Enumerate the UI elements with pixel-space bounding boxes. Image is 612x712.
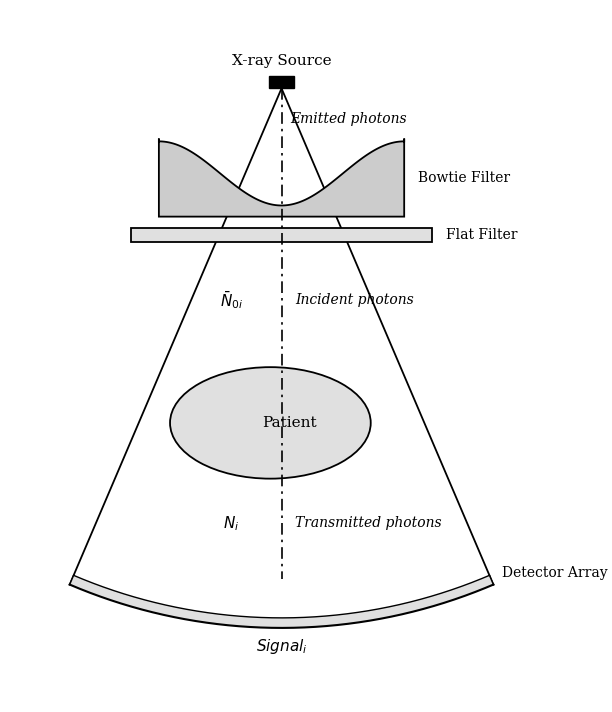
Text: Emitted photons: Emitted photons: [290, 112, 406, 126]
Text: Incident photons: Incident photons: [296, 293, 414, 308]
Text: Transmitted photons: Transmitted photons: [296, 516, 442, 530]
Text: Patient: Patient: [263, 416, 317, 430]
Bar: [131, 228, 432, 241]
Text: $\bar{N}_{0i}$: $\bar{N}_{0i}$: [220, 289, 243, 311]
Polygon shape: [159, 139, 404, 216]
Text: Detector Array: Detector Array: [502, 567, 607, 580]
Bar: [269, 76, 294, 88]
Text: $N_i$: $N_i$: [223, 514, 239, 533]
Polygon shape: [70, 575, 493, 628]
Ellipse shape: [170, 367, 371, 478]
Text: Bowtie Filter: Bowtie Filter: [418, 171, 510, 184]
Text: $Signal_i$: $Signal_i$: [256, 637, 307, 656]
Text: Flat Filter: Flat Filter: [446, 228, 518, 242]
Text: X-ray Source: X-ray Source: [232, 54, 331, 68]
